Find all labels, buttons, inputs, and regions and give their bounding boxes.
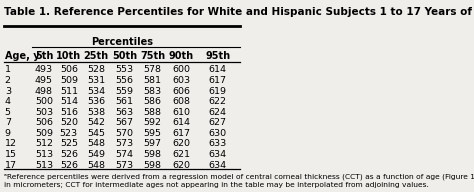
Text: 633: 633: [209, 139, 227, 148]
Text: 523: 523: [60, 129, 78, 138]
Text: 90th: 90th: [169, 50, 194, 61]
Text: 581: 581: [144, 76, 162, 85]
Text: 549: 549: [87, 150, 105, 159]
Text: 630: 630: [209, 129, 227, 138]
Text: Percentiles: Percentiles: [91, 37, 153, 47]
Text: 534: 534: [87, 87, 105, 96]
Text: 583: 583: [144, 87, 162, 96]
Text: 12: 12: [5, 139, 17, 148]
Text: 516: 516: [60, 108, 78, 117]
Text: 528: 528: [87, 65, 105, 74]
Text: 493: 493: [35, 65, 53, 74]
Text: 592: 592: [144, 118, 162, 127]
Text: 574: 574: [115, 150, 133, 159]
Text: 548: 548: [87, 161, 105, 170]
Text: 500: 500: [35, 97, 53, 106]
Text: 10th: 10th: [56, 50, 82, 61]
Text: 598: 598: [144, 150, 162, 159]
Text: 495: 495: [35, 76, 53, 85]
Text: 526: 526: [60, 150, 78, 159]
Text: 634: 634: [209, 150, 227, 159]
Text: 536: 536: [87, 97, 105, 106]
Text: 5th: 5th: [35, 50, 53, 61]
Text: 509: 509: [60, 76, 78, 85]
Text: 5: 5: [5, 108, 11, 117]
Text: 620: 620: [172, 161, 190, 170]
Text: 561: 561: [115, 97, 133, 106]
Text: 513: 513: [35, 150, 53, 159]
Text: 9: 9: [5, 129, 11, 138]
Text: 595: 595: [144, 129, 162, 138]
Text: 545: 545: [87, 129, 105, 138]
Text: 620: 620: [172, 139, 190, 148]
Text: 617: 617: [209, 76, 227, 85]
Text: 622: 622: [209, 97, 227, 106]
Text: 559: 559: [115, 87, 133, 96]
Text: 2: 2: [5, 76, 11, 85]
Text: Table 1. Reference Percentiles for White and Hispanic Subjects 1 to 17 Years of : Table 1. Reference Percentiles for White…: [4, 7, 474, 17]
Text: 556: 556: [115, 76, 133, 85]
Text: 573: 573: [115, 139, 134, 148]
Text: 563: 563: [115, 108, 134, 117]
Text: 578: 578: [144, 65, 162, 74]
Text: 50th: 50th: [112, 50, 137, 61]
Text: 7: 7: [5, 118, 11, 127]
Text: 610: 610: [172, 108, 190, 117]
Text: 75th: 75th: [140, 50, 165, 61]
Text: 588: 588: [144, 108, 162, 117]
Text: 512: 512: [35, 139, 53, 148]
Text: 608: 608: [172, 97, 190, 106]
Text: 606: 606: [172, 87, 190, 96]
Text: 621: 621: [172, 150, 190, 159]
Text: 542: 542: [87, 118, 105, 127]
Text: 1: 1: [5, 65, 11, 74]
Text: 503: 503: [35, 108, 53, 117]
Text: 567: 567: [115, 118, 133, 127]
Text: 603: 603: [172, 76, 190, 85]
Text: 15: 15: [5, 150, 17, 159]
Text: 617: 617: [172, 129, 190, 138]
Text: 627: 627: [209, 118, 227, 127]
Text: 573: 573: [115, 161, 134, 170]
Text: 570: 570: [115, 129, 133, 138]
Text: ᵃReference percentiles were derived from a regression model of central corneal t: ᵃReference percentiles were derived from…: [4, 174, 474, 188]
Text: 506: 506: [35, 118, 53, 127]
Text: 25th: 25th: [83, 50, 109, 61]
Text: 4: 4: [5, 97, 11, 106]
Text: 634: 634: [209, 161, 227, 170]
Text: 538: 538: [87, 108, 105, 117]
Text: 511: 511: [60, 87, 78, 96]
Text: 513: 513: [35, 161, 53, 170]
Text: 498: 498: [35, 87, 53, 96]
Text: 531: 531: [87, 76, 105, 85]
Text: 95th: 95th: [205, 50, 230, 61]
Text: 17: 17: [5, 161, 17, 170]
Text: 598: 598: [144, 161, 162, 170]
Text: 520: 520: [60, 118, 78, 127]
Text: 526: 526: [60, 161, 78, 170]
Text: 614: 614: [209, 65, 227, 74]
Text: 586: 586: [144, 97, 162, 106]
Text: 506: 506: [60, 65, 78, 74]
Text: 619: 619: [209, 87, 227, 96]
Text: Age, y: Age, y: [5, 50, 39, 61]
Text: 600: 600: [172, 65, 190, 74]
Text: 548: 548: [87, 139, 105, 148]
Text: 509: 509: [35, 129, 53, 138]
Text: 553: 553: [115, 65, 134, 74]
Text: 614: 614: [172, 118, 190, 127]
Text: 525: 525: [60, 139, 78, 148]
Text: 624: 624: [209, 108, 227, 117]
Text: 597: 597: [144, 139, 162, 148]
Text: 514: 514: [60, 97, 78, 106]
Text: 3: 3: [5, 87, 11, 96]
